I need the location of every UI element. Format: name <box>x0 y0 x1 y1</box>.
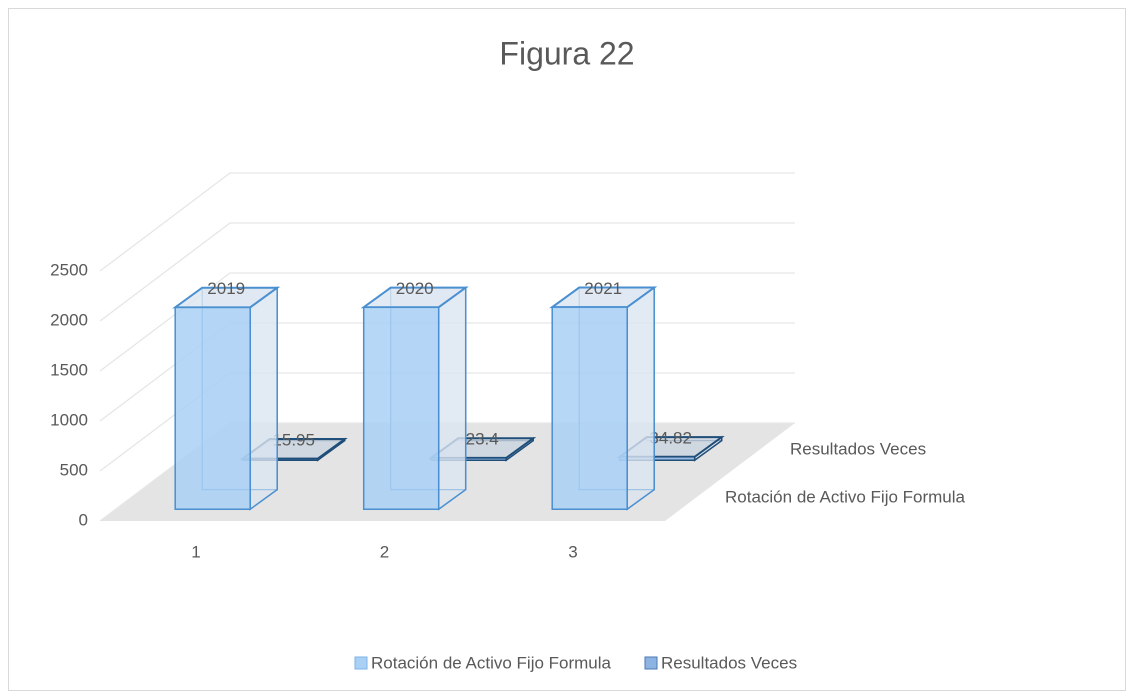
grid-line <box>99 272 795 372</box>
y-tick-label: 2500 <box>50 260 88 279</box>
depth-label: Resultados Veces <box>790 439 926 458</box>
bar <box>174 306 251 510</box>
y-tick-label: 500 <box>60 460 88 479</box>
data-label: 2019 <box>207 279 245 298</box>
legend-label: Resultados Veces <box>661 653 797 672</box>
chart-title: Figura 22 <box>499 35 634 71</box>
legend-swatch <box>644 656 658 670</box>
bar-side <box>437 286 467 511</box>
y-tick-label: 2000 <box>50 310 88 329</box>
x-tick-label: 1 <box>191 542 200 561</box>
y-tick-label: 1000 <box>50 410 88 429</box>
legend-swatch <box>354 656 368 670</box>
grid-line <box>99 222 795 322</box>
y-tick-label: 0 <box>79 510 88 529</box>
bar <box>551 306 628 510</box>
bar-side <box>626 286 655 511</box>
legend-label: Rotación de Activo Fijo Formula <box>371 653 612 672</box>
depth-label: Rotación de Activo Fijo Formula <box>725 487 966 506</box>
data-label: 15.95 <box>272 430 315 449</box>
bar-side <box>249 286 278 511</box>
x-tick-label: 2 <box>380 542 389 561</box>
data-label: 34.82 <box>649 428 692 447</box>
grid-line <box>99 172 795 272</box>
data-label: 23.4 <box>466 430 499 449</box>
bar <box>362 306 440 510</box>
y-tick-label: 1500 <box>50 360 88 379</box>
data-label: 2020 <box>396 279 434 298</box>
x-tick-label: 3 <box>568 542 577 561</box>
data-label: 2021 <box>584 279 622 298</box>
